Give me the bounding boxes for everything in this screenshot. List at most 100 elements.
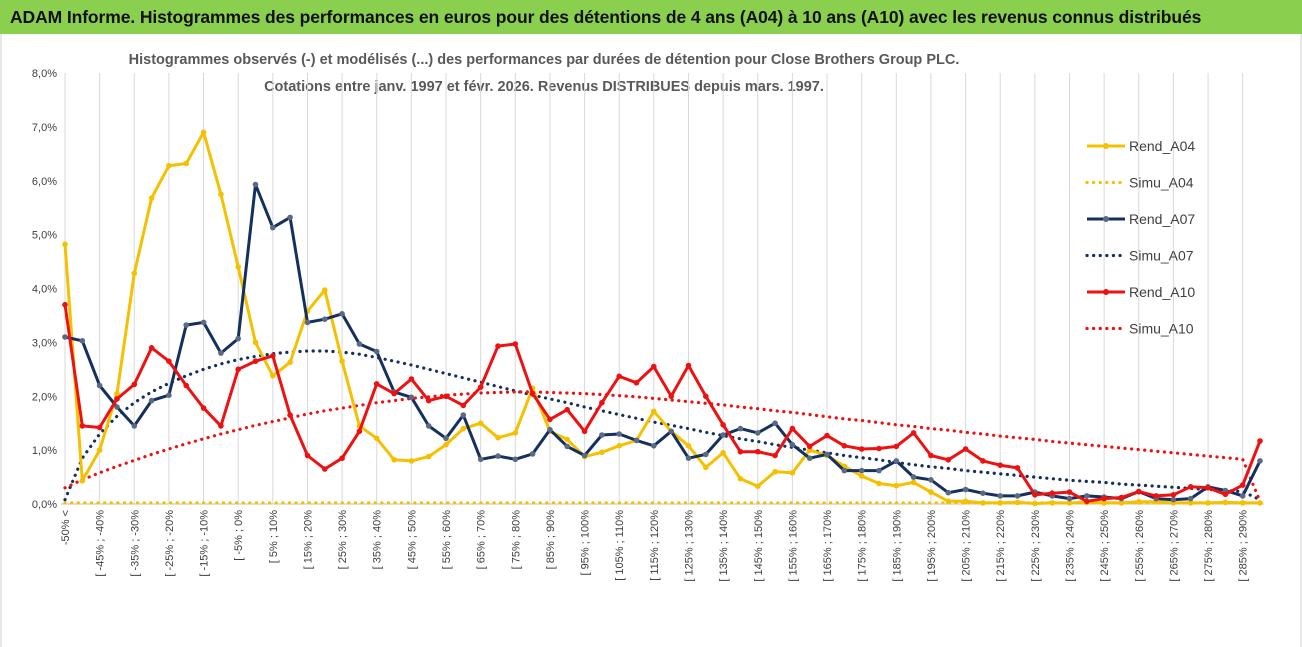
x-tick-label: [ 15% ; 20% (302, 510, 314, 570)
legend-label: Simu_A07 (1129, 248, 1194, 264)
legend-label: Rend_A07 (1129, 211, 1195, 227)
data-point (824, 451, 830, 458)
data-point (772, 420, 778, 427)
data-point (131, 381, 138, 388)
data-point (1170, 492, 1177, 498)
series-simu-a07 (63, 349, 1262, 502)
data-point (633, 380, 640, 386)
data-point (651, 443, 657, 449)
data-point (928, 452, 934, 459)
data-point (287, 412, 293, 418)
data-point (1239, 482, 1246, 488)
data-point (1049, 500, 1055, 506)
data-point (200, 319, 207, 326)
data-point (183, 160, 189, 167)
x-tick-label: [ 75% ; 80% (510, 510, 522, 570)
series-rend-a07 (62, 181, 1263, 503)
data-point (1222, 491, 1229, 498)
data-point (1032, 492, 1038, 498)
x-tick-label: [ 205% ; 210% (961, 510, 973, 582)
data-point (114, 396, 120, 402)
data-point (322, 316, 328, 323)
data-point (1187, 484, 1194, 490)
x-tick-label: [ 175% ; 180% (857, 510, 869, 582)
x-tick-label: [ 135% ; 140% (718, 510, 730, 582)
data-point (858, 446, 865, 452)
data-point (322, 287, 328, 293)
data-point (62, 334, 68, 340)
data-point (339, 455, 345, 462)
x-tick-label: [ 265% ; 270% (1168, 510, 1180, 582)
data-point (945, 489, 952, 496)
data-point (512, 430, 519, 436)
data-point (824, 432, 830, 439)
data-point (1136, 488, 1142, 495)
data-point (876, 445, 882, 452)
data-point (62, 241, 68, 248)
data-point (1187, 495, 1194, 502)
x-tick-label: [ 255% ; 260% (1134, 510, 1146, 582)
x-tick-label: -50% < (60, 510, 72, 545)
data-point (391, 457, 397, 463)
data-point (96, 382, 103, 389)
x-tick-label: [ 125% ; 130% (683, 510, 695, 582)
data-point (270, 353, 276, 359)
y-tick-label: 6,0% (32, 176, 57, 188)
data-point (460, 402, 467, 409)
data-point (131, 423, 138, 429)
x-tick-label: [ 45% ; 50% (406, 510, 418, 570)
x-tick-label: [ 185% ; 190% (891, 510, 903, 582)
legend: Rend_A04 Simu_A04 Rend_A07 Simu_A07 Rend_A10… (1085, 138, 1195, 337)
chart-title-line-2: Cotations entre janv. 1997 et févr. 2026… (264, 79, 824, 95)
series-line (63, 349, 1262, 502)
series-line (64, 183, 1262, 502)
data-point (1066, 489, 1073, 495)
data-point (616, 443, 622, 449)
data-point (356, 428, 363, 435)
data-point (339, 311, 345, 317)
data-point (980, 500, 986, 506)
data-point (962, 486, 969, 493)
data-point (737, 425, 744, 432)
data-point (339, 358, 345, 365)
data-point (477, 420, 484, 427)
data-point (495, 434, 501, 441)
legend-marker (1103, 289, 1109, 295)
data-point (200, 405, 207, 411)
data-point (755, 448, 761, 455)
x-tick-label: [ 215% ; 220% (995, 510, 1007, 582)
data-point (287, 214, 293, 221)
report-header: ADAM Informe. Histogrammes des performan… (0, 0, 1302, 34)
data-point (1239, 500, 1246, 506)
data-point (408, 458, 415, 464)
legend-item-simu-a04: Simu_A04 (1085, 175, 1194, 191)
report-title: ADAM Informe. Histogrammes des performan… (10, 6, 1202, 27)
data-point (668, 393, 674, 400)
data-point (703, 464, 709, 471)
data-point (148, 195, 155, 201)
x-tick-label: [ 275% ; 280% (1203, 510, 1215, 582)
data-point (633, 437, 640, 444)
x-tick-label: [ -5% ; 0% (233, 510, 245, 561)
data-point (599, 432, 605, 438)
data-point (322, 466, 328, 472)
data-point (703, 393, 709, 400)
data-point (962, 498, 969, 505)
data-point (910, 430, 917, 436)
y-tick-label: 2,0% (32, 391, 57, 403)
x-tick-label: [ 35% ; 40% (372, 510, 384, 570)
data-point (1222, 499, 1229, 506)
data-point (304, 319, 311, 326)
x-tick-label: [ 25% ; 30% (337, 510, 349, 570)
data-point (893, 443, 900, 450)
legend-label: Rend_A10 (1129, 284, 1195, 300)
data-point (806, 443, 813, 450)
data-point (166, 162, 172, 169)
x-tick-label: [ 115% ; 120% (649, 510, 661, 581)
y-axis: 0,0% 1,0% 2,0% 3,0% 4,0% 5,0% 6,0% 7,0% 8,0% (32, 68, 57, 511)
data-point (356, 341, 363, 347)
data-point (495, 453, 501, 459)
data-point (96, 447, 103, 453)
data-point (1014, 499, 1021, 506)
data-point (425, 397, 432, 404)
